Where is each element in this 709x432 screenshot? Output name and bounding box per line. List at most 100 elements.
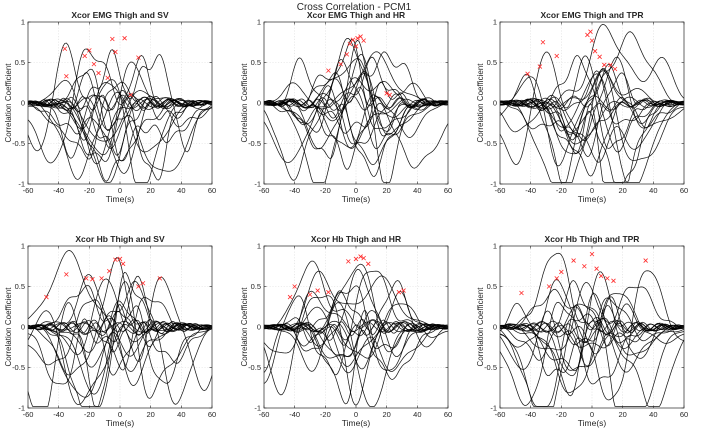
y-tick-label: -1 [18,404,25,413]
figure-title: Cross Correlation - PCM1 [297,2,412,13]
correlation-series [264,94,449,148]
subplot-title: Xcor Hb Thigh and TPR [545,234,640,244]
x-tick-label: -40 [53,410,64,419]
peak-marker-stroke [140,280,146,286]
x-tick-label: 60 [444,186,452,195]
correlation-series [27,296,213,371]
correlation-series [27,302,213,407]
x-tick-label: -60 [259,186,270,195]
peak-marker-stroke [554,276,560,281]
series-group [499,24,685,183]
y-tick-label: 1 [21,242,25,251]
peak-marker-stroke [83,276,89,281]
x-tick-label: -20 [84,410,95,419]
series-group [27,42,213,183]
x-tick-label: -20 [556,410,567,419]
x-tick-label: -60 [259,410,270,419]
y-tick-label: 1 [257,242,261,251]
subplot-title: Xcor EMG Thigh and HR [307,10,405,20]
x-tick-label: 0 [354,410,358,419]
y-tick-label: 0 [21,323,25,332]
peak-marker-stroke [292,284,297,289]
peak-marker-stroke [347,41,353,47]
y-axis-label: Correlation Coefficient [4,63,13,143]
peak-marker [62,46,68,52]
peak-marker [83,276,89,281]
correlation-series [27,99,213,182]
peak-marker-stroke [358,34,363,39]
correlation-series [27,322,213,398]
correlation-series [499,280,685,361]
y-axis-label: Correlation Coefficient [240,63,249,143]
x-axis-label: Time(s) [106,194,135,204]
peak-marker-stroke [612,66,618,72]
subplot-title: Xcor Hb Thigh and HR [311,234,401,244]
peak-marker [326,289,331,295]
correlation-series [27,305,213,384]
x-axis-label: Time(s) [342,194,371,204]
correlation-series [499,55,685,149]
peak-marker [353,44,359,49]
peak-marker [358,34,363,39]
peak-marker [117,256,123,262]
peak-marker [546,284,552,289]
peak-marker-stroke [353,256,359,262]
x-tick-label: -60 [495,186,506,195]
correlation-series [263,270,449,329]
correlation-series [499,70,685,183]
y-tick-label: 0.5 [15,282,25,291]
subplot-title: Xcor EMG Thigh and SV [71,10,169,20]
y-tick-label: 0.5 [251,58,261,67]
peak-marker-stroke [361,38,366,43]
peak-marker-stroke [537,64,543,69]
subplot-4: Xcor Hb Thigh and SV -60 -40 -20 0 20 40 60 -1 -0… [4,234,216,428]
x-tick-label: 40 [649,410,657,419]
peak-marker [122,35,127,41]
y-tick-label: 0 [493,99,497,108]
peak-marker [611,278,616,284]
peak-marker [87,48,92,53]
x-tick-label: 0 [354,186,358,195]
peak-marker [136,284,141,289]
peak-marker [157,276,163,281]
peak-marker-stroke [326,68,331,73]
peak-marker [44,294,49,300]
y-tick-label: 1 [21,18,25,27]
y-tick-label: -1 [254,180,261,189]
peak-marker [589,251,595,257]
peak-marker-stroke [605,276,610,281]
peak-marker-stroke [358,254,363,259]
x-tick-label: 60 [208,186,216,195]
x-tick-label: -60 [23,186,34,195]
peak-marker-stroke [96,70,101,76]
peak-marker [110,36,115,42]
x-tick-label: -40 [289,410,300,419]
peak-marker [519,290,524,296]
correlation-series [263,56,449,119]
correlation-series [27,99,213,174]
correlation-series [499,270,685,401]
peak-marker-stroke [559,269,564,275]
x-tick-label: -60 [23,410,34,419]
peak-marker [353,256,359,262]
correlation-series [263,310,449,359]
correlation-series [499,63,685,141]
x-tick-label: 0 [590,410,594,419]
peak-marker-stroke [598,273,604,279]
correlation-series [499,67,685,155]
peak-marker [601,62,607,68]
peak-marker [105,75,111,81]
x-tick-label: -20 [556,186,567,195]
correlation-series [263,97,449,177]
correlation-series [499,76,684,167]
peak-marker [64,73,69,79]
peak-marker [338,61,343,67]
peak-marker-stroke [106,268,112,274]
peak-marker [128,92,134,98]
x-tick-label: 20 [618,186,626,195]
correlation-series [263,86,449,159]
subplot-2: Xcor EMG Thigh and HR -60 -40 -20 0 20 40 60 -1 -… [240,10,452,204]
peak-marker-stroke [120,261,126,267]
peak-marker [525,71,530,77]
peak-marker [307,292,313,297]
